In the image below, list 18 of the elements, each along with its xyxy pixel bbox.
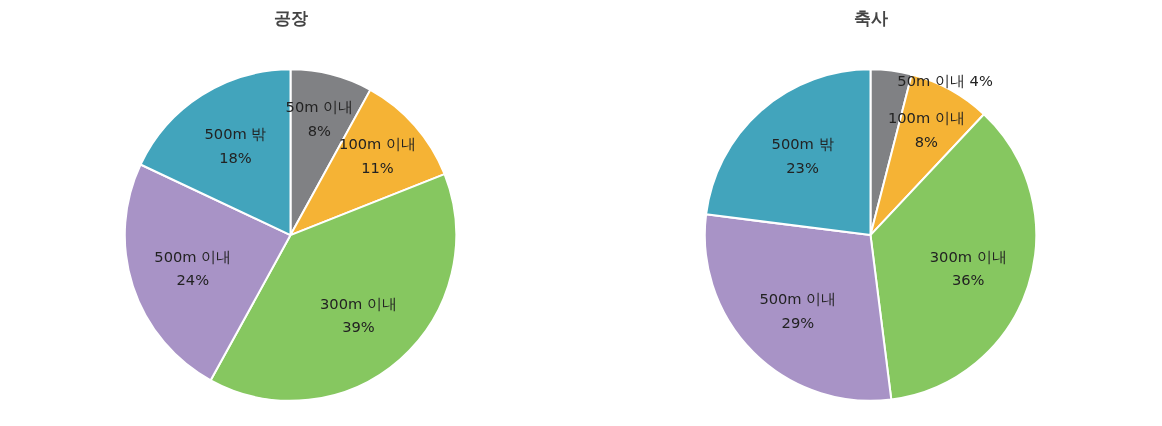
slice-label: 100m 이내 [339, 135, 416, 153]
chart-title: 공장 [273, 7, 308, 28]
data-label: 36% [951, 271, 985, 289]
slice-label: 300m 이내 [319, 294, 397, 312]
data-label: 11% [361, 159, 394, 177]
data-label: 29% [781, 313, 815, 331]
data-label: 18% [219, 148, 252, 166]
data-label: 39% [342, 318, 375, 336]
slice-label: 300m 이내 [929, 247, 1007, 265]
slice-label: 500m 밖 [771, 134, 834, 152]
data-label: 8% [307, 122, 332, 140]
slice-label: 500m 이내 [154, 247, 232, 265]
data-label: 24% [176, 271, 210, 289]
slice-label: 500m 이내 [759, 289, 837, 307]
slice-label: 500m 밖 [204, 124, 267, 142]
data-label: 8% [914, 133, 939, 151]
chart-title: 축사 [853, 7, 888, 28]
data-label: 23% [786, 158, 819, 176]
